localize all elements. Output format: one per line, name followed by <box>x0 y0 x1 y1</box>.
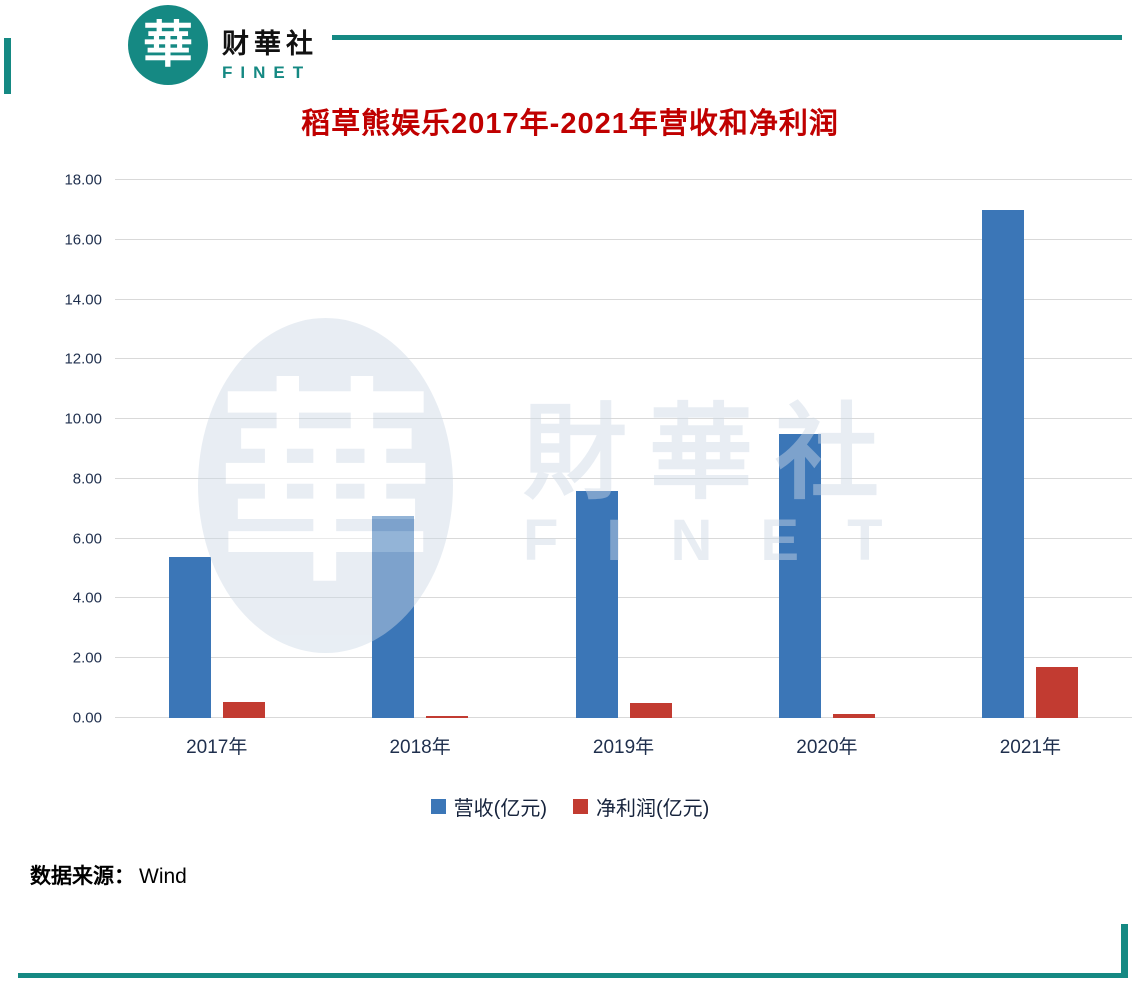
chart-legend: 营收(亿元) 净利润(亿元) <box>0 792 1140 821</box>
bottom-right-accent-bar <box>1121 924 1128 978</box>
gridline <box>115 179 1132 180</box>
y-axis-tick-label: 12.00 <box>64 350 102 368</box>
y-axis-tick-label: 10.00 <box>64 410 102 428</box>
gridline <box>115 298 1132 300</box>
net-profit-bar-2018年 <box>426 715 469 718</box>
gridline <box>115 717 1132 718</box>
data-source: 数据来源： Wind <box>30 860 187 890</box>
bottom-accent-line <box>18 973 1128 978</box>
bar-group-2020年 <box>725 180 928 718</box>
gridline <box>115 477 1132 479</box>
brand-text: 财華社 FINET <box>222 8 318 83</box>
y-axis-tick-label: 4.00 <box>72 589 102 607</box>
gridline <box>115 418 1132 420</box>
revenue-bar-2019年 <box>575 490 618 718</box>
legend-label: 营收(亿元) <box>453 798 547 820</box>
y-axis-tick-label: 6.00 <box>72 530 102 548</box>
top-left-accent-bar <box>4 38 11 94</box>
gridline <box>115 597 1132 599</box>
y-axis-tick-label: 18.00 <box>64 171 102 189</box>
net-profit-bar-2017年 <box>222 701 265 718</box>
revenue-bar-2021年 <box>982 209 1025 718</box>
revenue-bar-2018年 <box>372 516 415 718</box>
gridlines <box>115 179 1132 718</box>
brand-name-cn: 财華社 <box>222 28 318 59</box>
finet-logo-icon: 華 <box>128 5 208 85</box>
legend-label: 净利润(亿元) <box>596 798 710 820</box>
revenue-bar-2020年 <box>778 434 821 718</box>
net-profit-bar-2020年 <box>832 713 875 718</box>
legend-swatch <box>430 799 446 814</box>
legend-swatch <box>573 799 588 814</box>
data-source-label: 数据来源： <box>30 865 135 888</box>
legend-item-0: 营收(亿元) <box>430 792 547 821</box>
brand-name-en: FINET <box>222 62 312 82</box>
bar-group-2019年 <box>522 180 725 718</box>
x-axis-tick-label: 2018年 <box>389 737 451 758</box>
x-axis-tick-label: 2020年 <box>796 737 858 758</box>
gridline <box>115 537 1132 539</box>
gridline <box>115 657 1132 659</box>
top-accent-line <box>332 35 1122 40</box>
bar-group-2021年 <box>929 180 1132 718</box>
y-axis-tick-label: 14.00 <box>64 291 102 309</box>
bar-group-2018年 <box>318 180 521 718</box>
x-axis-tick-label: 2019年 <box>592 737 655 758</box>
chart-title: 稻草熊娱乐2017年-2021年营收和净利润 <box>301 108 839 140</box>
net-profit-bar-2021年 <box>1036 667 1079 718</box>
y-axis-tick-label: 0.00 <box>72 709 102 727</box>
y-axis: 0.00 2.00 4.00 6.00 8.00 10.00 12.00 14.00 16.00… <box>28 172 102 727</box>
net-profit-bar-2019年 <box>629 703 672 718</box>
revenue-bar-2017年 <box>168 556 211 718</box>
bar-clusters <box>115 180 1132 718</box>
plot-area <box>115 179 1132 718</box>
x-axis-tick-label: 2017年 <box>186 737 248 758</box>
gridline <box>115 358 1132 360</box>
bar-group-2017年 <box>115 180 318 718</box>
data-source-value: Wind <box>139 865 187 888</box>
legend-item-1: 净利润(亿元) <box>573 792 709 821</box>
logo-glyph: 華 <box>143 17 193 73</box>
gridline <box>115 238 1132 240</box>
y-axis-tick-label: 8.00 <box>72 470 102 488</box>
brand-header: 華 财華社 FINET <box>128 5 318 85</box>
y-axis-tick-label: 16.00 <box>64 231 102 249</box>
x-axis-tick-label: 2021年 <box>999 737 1061 758</box>
y-axis-tick-label: 2.00 <box>72 649 102 667</box>
x-axis: 2017年 2018年 2019年 2020年 2021年 <box>115 732 1132 759</box>
